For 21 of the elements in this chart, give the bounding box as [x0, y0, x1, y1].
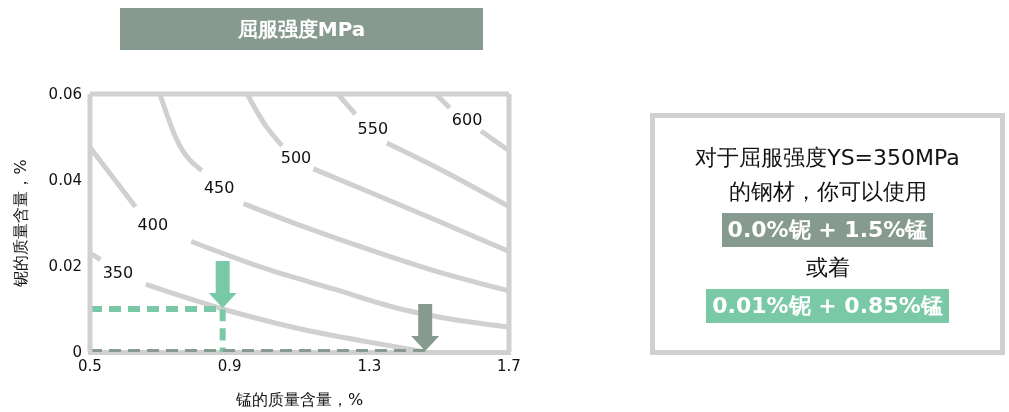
text: 0.0%铌 + 1.5%锰 — [721, 213, 934, 247]
x-tick-label: 1.7 — [497, 356, 521, 375]
x-tick-label: 1.3 — [357, 356, 382, 375]
series-label: 350 — [102, 262, 134, 282]
series-label: 550 — [357, 119, 389, 139]
text: 的钢材，你可以使用 — [728, 179, 927, 205]
text: 0.01%铌 + 0.85%锰 — [706, 289, 949, 323]
y-axis-title: 铌的质量含量，% — [10, 159, 30, 288]
x-tick-label: 0.9 — [217, 356, 242, 375]
text: 或着 — [805, 255, 850, 281]
series-label: 500 — [280, 147, 312, 167]
x-tick-label: 0.5 — [78, 356, 102, 375]
y-tick-label: 0.06 — [48, 85, 82, 104]
series-label: 450 — [203, 177, 235, 197]
y-tick-label: 0.02 — [48, 257, 82, 276]
series-label: 400 — [137, 214, 169, 234]
series-label: 600 — [451, 109, 483, 129]
y-tick-label: 0.04 — [48, 171, 82, 190]
chart-title: 屈服强度MPa — [120, 8, 483, 50]
text: 对于屈服强度YS=350MPa — [695, 145, 960, 171]
x-axis-title: 锰的质量含量，% — [234, 390, 364, 409]
